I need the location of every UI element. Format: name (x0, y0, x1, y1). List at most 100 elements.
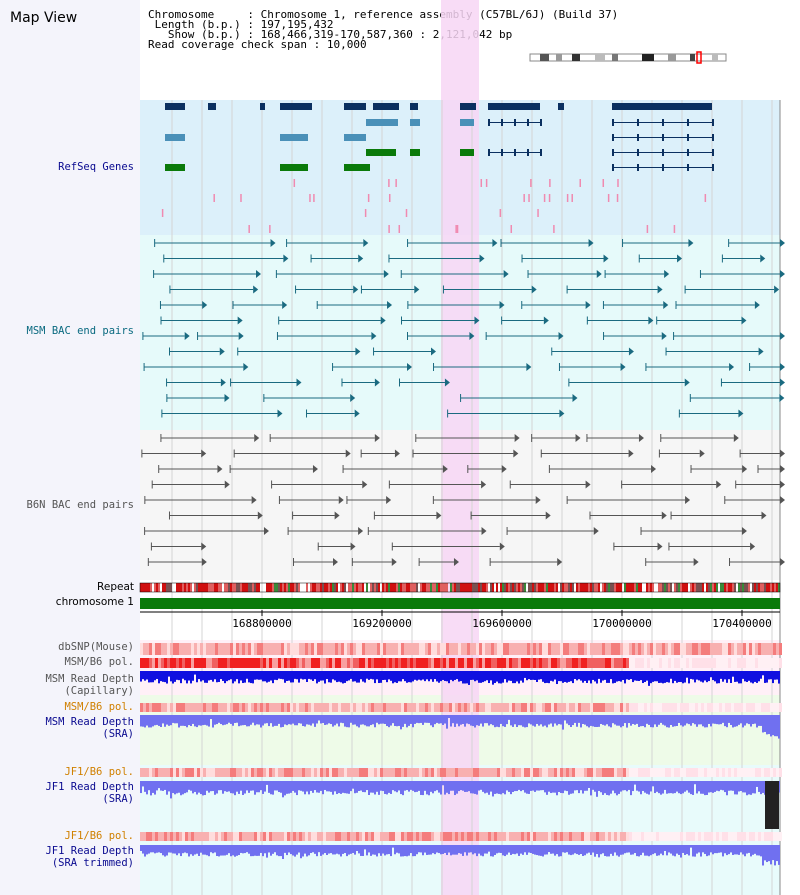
dbsnp-bar (443, 643, 446, 655)
msm-capillary-depth-bar (358, 671, 360, 683)
msm-pol-bar (740, 658, 743, 668)
jf1-sra-depth-bar (634, 781, 636, 785)
repeat-bar (268, 583, 270, 592)
msm-pol2-bar (548, 703, 551, 712)
msm-pol-bar (758, 658, 761, 668)
jf1-pol-bar (647, 768, 650, 777)
jf1-trimmed-depth-bar (214, 845, 216, 853)
repeat-bar (224, 583, 226, 592)
msm-capillary-depth-bar (592, 671, 594, 680)
repeat-bar (456, 583, 458, 592)
repeat-bar (712, 583, 714, 592)
gene-exon (662, 134, 664, 141)
jf1-sra-depth-bar (322, 781, 324, 795)
jf1-pol-bar (464, 768, 467, 777)
msm-pol-bar (608, 658, 611, 668)
jf1-sra-depth-bar (546, 781, 548, 795)
jf1-trimmed-depth-bar (544, 845, 546, 855)
msm-sra-depth-bar (760, 715, 762, 726)
jf1-pol2-bar (236, 832, 239, 841)
track-label-refseq[interactable]: RefSeq Genes (58, 161, 134, 173)
jf1-sra-depth-bar (174, 781, 176, 795)
dbsnp-bar (368, 643, 371, 655)
msm-sra-depth-bar (576, 715, 578, 727)
jf1-trimmed-depth-bar (206, 845, 208, 856)
msm-sra-depth-bar (652, 715, 654, 728)
msm-capillary-depth-bar (444, 671, 446, 682)
ideogram-band (595, 54, 605, 61)
track-label-msm-pol-2[interactable]: MSM/B6 pol. (64, 701, 134, 713)
jf1-trimmed-depth-bar (352, 845, 354, 853)
ideogram-band (668, 54, 676, 61)
repeat-bar (396, 583, 398, 592)
jf1-sra-depth-bar (416, 781, 418, 792)
msm-capillary-depth-bar (180, 671, 182, 684)
track-label-dbsnp[interactable]: dbSNP(Mouse) (58, 641, 134, 653)
track-label-msm-pol-1[interactable]: MSM/B6 pol. (64, 656, 134, 668)
repeat-bar (660, 583, 662, 592)
jf1-trimmed-depth-bar (740, 845, 742, 853)
b6n-bac-pair-arrow (442, 465, 448, 473)
track-label-msm-depth-sra[interactable]: MSM Read Depth (SRA) (45, 716, 134, 740)
msm-pol2-bar (365, 703, 368, 712)
track-label-msm-depth-capillary[interactable]: MSM Read Depth (Capillary) (45, 673, 134, 697)
jf1-trimmed-depth-bar (618, 845, 620, 857)
jf1-pol2-bar (323, 832, 326, 841)
msm-pol2-bar (155, 703, 158, 712)
repeat-bar (274, 583, 276, 592)
jf1-pol2-bar (596, 832, 599, 841)
track-label-b6n-bac[interactable]: B6N BAC end pairs (26, 499, 134, 511)
track-label-msm-bac[interactable]: MSM BAC end pairs (26, 325, 134, 337)
repeat-bar (146, 583, 148, 592)
repeat-bar (254, 583, 256, 592)
jf1-trimmed-depth-bar (612, 845, 614, 856)
msm-pol-bar (182, 658, 185, 668)
track-label-jf1-pol-2[interactable]: JF1/B6 pol. (64, 830, 134, 842)
msm-sra-depth-bar (392, 715, 394, 724)
repeat-bar (510, 583, 512, 592)
msm-pol2-bar (326, 703, 329, 712)
jf1-trimmed-depth-bar (270, 845, 272, 856)
msm-capillary-depth-bar (718, 671, 720, 684)
jf1-trimmed-depth-bar (642, 845, 644, 853)
jf1-pol-bar (533, 768, 536, 777)
track-label-jf1-pol-1[interactable]: JF1/B6 pol. (64, 766, 134, 778)
refseq-pink-mark (543, 194, 546, 202)
jf1-pol2-bar (695, 832, 698, 841)
jf1-pol2-bar (389, 832, 392, 841)
track-label-repeat[interactable]: Repeat (97, 581, 134, 593)
msm-capillary-depth-bar (292, 671, 294, 683)
track-label-chromosome[interactable]: chromosome 1 (55, 596, 134, 608)
jf1-pol2-bar (263, 832, 266, 841)
msm-capillary-depth-bar (240, 671, 242, 681)
repeat-bar (530, 583, 532, 592)
jf1-trimmed-depth-bar (390, 845, 392, 857)
repeat-bar (768, 583, 770, 592)
repeat-bar (314, 583, 316, 592)
msm-sra-depth-bar (288, 715, 290, 725)
msm-bac-pair-arrow (780, 378, 785, 387)
msm-pol-bar (296, 658, 299, 668)
jf1-trimmed-depth-bar (228, 845, 230, 854)
dbsnp-bar (530, 643, 533, 655)
dbsnp-bar (416, 643, 419, 655)
msm-sra-depth-bar (668, 715, 670, 728)
msm-sra-depth-bar (354, 715, 356, 725)
track-label-jf1-depth-trimmed[interactable]: JF1 Read Depth (SRA trimmed) (45, 845, 134, 869)
msm-pol2-bar (644, 703, 647, 712)
track-label-jf1-depth-sra[interactable]: JF1 Read Depth (SRA) (45, 781, 134, 805)
jf1-sra-depth-bar (458, 781, 460, 792)
jf1-trimmed-depth-bar (178, 845, 180, 854)
repeat-bar (668, 583, 670, 592)
msm-sra-depth-bar (756, 715, 758, 728)
jf1-sra-depth-bar (252, 781, 254, 791)
msm-capillary-depth-bar (750, 671, 752, 683)
repeat-bar (422, 583, 424, 592)
dbsnp-bar (467, 643, 470, 655)
msm-capillary-depth-bar (542, 671, 544, 682)
msm-bac-pair-arrow (219, 347, 225, 356)
msm-pol-bar (518, 658, 521, 668)
jf1-sra-depth-bar (380, 781, 382, 791)
msm-sra-depth-bar (572, 715, 574, 726)
